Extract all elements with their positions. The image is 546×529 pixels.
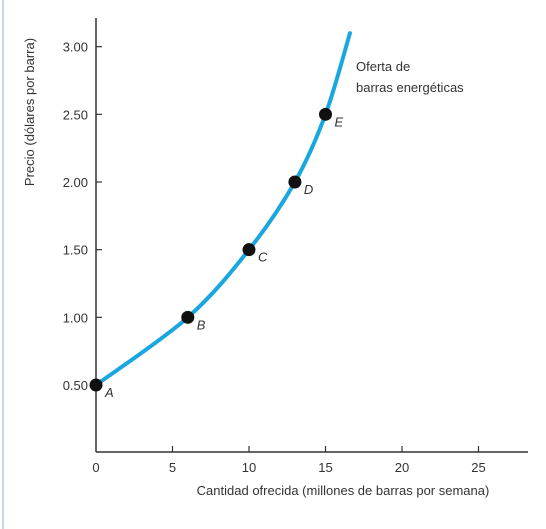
point-c-label: C bbox=[258, 250, 268, 265]
y-tick-label: 0.50 bbox=[63, 378, 88, 393]
point-b-marker bbox=[181, 310, 195, 324]
x-axis-label: Cantidad ofrecida (millones de barras po… bbox=[197, 483, 490, 498]
page-border-line bbox=[2, 0, 4, 529]
x-tick-label: 20 bbox=[395, 460, 409, 475]
y-tick-label: 3.00 bbox=[63, 40, 88, 55]
point-c-marker bbox=[242, 243, 256, 257]
y-tick-label: 2.00 bbox=[63, 175, 88, 190]
point-b-label: B bbox=[197, 317, 206, 332]
point-e-label: E bbox=[335, 114, 344, 129]
point-d-label: D bbox=[304, 182, 313, 197]
x-tick-label: 10 bbox=[242, 460, 256, 475]
supply-curve bbox=[94, 31, 352, 387]
curve-annotation-line-1: Oferta de bbox=[356, 59, 410, 74]
curve-annotation: Oferta de barras energéticas bbox=[356, 59, 464, 95]
data-points: A B C D E bbox=[89, 107, 344, 400]
point-a-label: A bbox=[104, 385, 114, 400]
point-a-marker bbox=[89, 378, 103, 392]
x-tick-label: 0 bbox=[92, 460, 99, 475]
x-tick-label: 25 bbox=[471, 460, 485, 475]
x-tick-label: 15 bbox=[318, 460, 332, 475]
point-d-marker bbox=[288, 175, 302, 189]
x-axis-ticks: 0 5 10 15 20 25 bbox=[92, 446, 486, 475]
y-tick-label: 1.50 bbox=[63, 243, 88, 258]
y-axis-label: Precio (dólares por barra) bbox=[22, 38, 37, 186]
curve-annotation-line-2: barras energéticas bbox=[356, 80, 464, 95]
y-axis-ticks: 0.50 1.00 1.50 2.00 2.50 3.00 bbox=[63, 40, 102, 393]
y-tick-label: 2.50 bbox=[63, 107, 88, 122]
y-tick-label: 1.00 bbox=[63, 310, 88, 325]
x-tick-label: 5 bbox=[169, 460, 176, 475]
point-e-marker bbox=[319, 107, 332, 121]
